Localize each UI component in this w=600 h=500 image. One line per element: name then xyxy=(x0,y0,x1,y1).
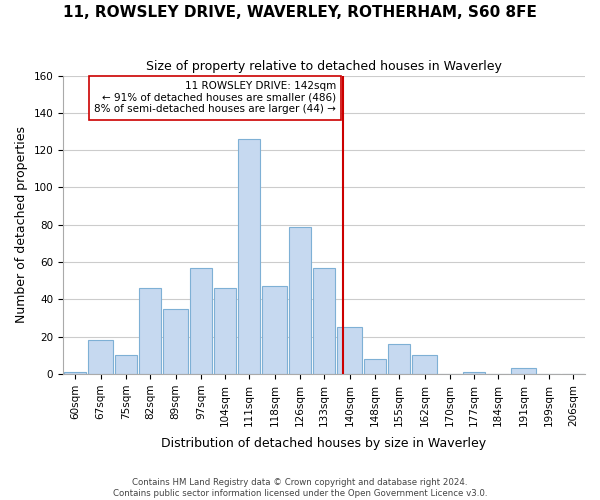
Title: Size of property relative to detached houses in Waverley: Size of property relative to detached ho… xyxy=(146,60,502,73)
Bar xyxy=(364,359,386,374)
Text: Contains HM Land Registry data © Crown copyright and database right 2024.
Contai: Contains HM Land Registry data © Crown c… xyxy=(113,478,487,498)
Bar xyxy=(313,268,335,374)
Bar xyxy=(289,226,311,374)
Bar xyxy=(511,368,536,374)
Bar xyxy=(115,356,137,374)
Bar xyxy=(190,268,212,374)
Bar xyxy=(412,356,437,374)
Bar xyxy=(337,328,362,374)
Bar xyxy=(163,308,188,374)
Y-axis label: Number of detached properties: Number of detached properties xyxy=(15,126,28,324)
Bar xyxy=(238,139,260,374)
Bar xyxy=(139,288,161,374)
Bar xyxy=(64,372,86,374)
X-axis label: Distribution of detached houses by size in Waverley: Distribution of detached houses by size … xyxy=(161,437,487,450)
Bar xyxy=(388,344,410,374)
Bar xyxy=(463,372,485,374)
Bar xyxy=(214,288,236,374)
Bar xyxy=(262,286,287,374)
Text: 11, ROWSLEY DRIVE, WAVERLEY, ROTHERHAM, S60 8FE: 11, ROWSLEY DRIVE, WAVERLEY, ROTHERHAM, … xyxy=(63,5,537,20)
Text: 11 ROWSLEY DRIVE: 142sqm
← 91% of detached houses are smaller (486)
8% of semi-d: 11 ROWSLEY DRIVE: 142sqm ← 91% of detach… xyxy=(94,81,336,114)
Bar xyxy=(88,340,113,374)
